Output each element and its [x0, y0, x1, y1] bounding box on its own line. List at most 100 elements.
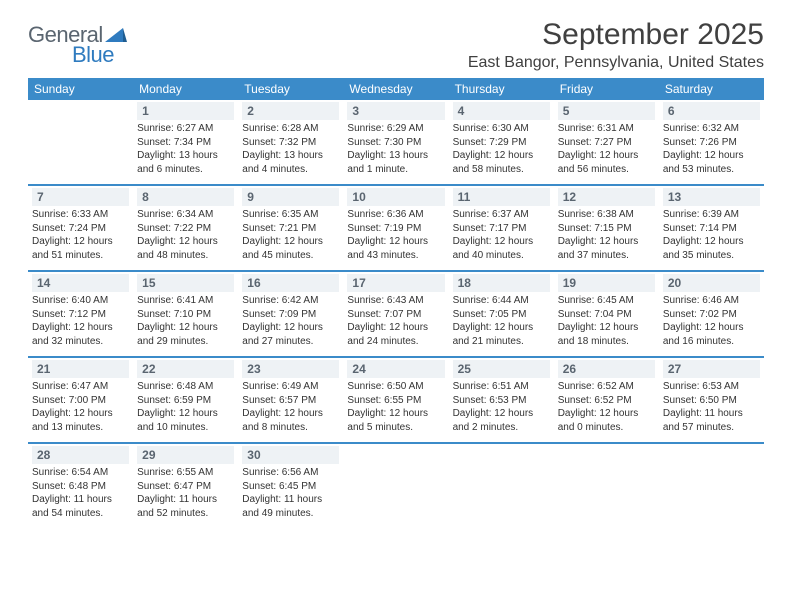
day-daylight1: Daylight: 11 hours	[32, 493, 129, 507]
day-daylight2: and 32 minutes.	[32, 335, 129, 349]
day-sunrise: Sunrise: 6:29 AM	[347, 122, 444, 136]
day-sunset: Sunset: 6:50 PM	[663, 394, 760, 408]
day-cell: 20Sunrise: 6:46 AMSunset: 7:02 PMDayligh…	[659, 271, 764, 357]
day-sunrise: Sunrise: 6:35 AM	[242, 208, 339, 222]
day-daylight2: and 40 minutes.	[453, 249, 550, 263]
day-cell	[28, 100, 133, 185]
day-sunset: Sunset: 7:17 PM	[453, 222, 550, 236]
day-number: 12	[558, 188, 655, 206]
day-sunset: Sunset: 6:57 PM	[242, 394, 339, 408]
day-number: 4	[453, 102, 550, 120]
logo-text-blue: Blue	[72, 42, 114, 68]
day-number: 7	[32, 188, 129, 206]
title-block: September 2025 East Bangor, Pennsylvania…	[468, 18, 764, 72]
day-sunset: Sunset: 7:26 PM	[663, 136, 760, 150]
day-number: 15	[137, 274, 234, 292]
location-text: East Bangor, Pennsylvania, United States	[468, 54, 764, 72]
day-sunset: Sunset: 7:24 PM	[32, 222, 129, 236]
day-sunrise: Sunrise: 6:54 AM	[32, 466, 129, 480]
day-daylight1: Daylight: 12 hours	[32, 407, 129, 421]
day-number: 19	[558, 274, 655, 292]
day-daylight2: and 51 minutes.	[32, 249, 129, 263]
day-daylight1: Daylight: 13 hours	[347, 149, 444, 163]
day-sunrise: Sunrise: 6:39 AM	[663, 208, 760, 222]
day-cell	[449, 443, 554, 528]
day-daylight1: Daylight: 12 hours	[347, 235, 444, 249]
day-number: 10	[347, 188, 444, 206]
day-cell	[659, 443, 764, 528]
day-number: 5	[558, 102, 655, 120]
day-number: 27	[663, 360, 760, 378]
day-daylight2: and 0 minutes.	[558, 421, 655, 435]
day-daylight1: Daylight: 12 hours	[453, 407, 550, 421]
day-number: 26	[558, 360, 655, 378]
day-sunrise: Sunrise: 6:32 AM	[663, 122, 760, 136]
day-cell: 7Sunrise: 6:33 AMSunset: 7:24 PMDaylight…	[28, 185, 133, 271]
day-daylight1: Daylight: 12 hours	[242, 407, 339, 421]
day-sunset: Sunset: 7:22 PM	[137, 222, 234, 236]
page-header: General Blue September 2025 East Bangor,…	[28, 18, 764, 72]
day-daylight2: and 6 minutes.	[137, 163, 234, 177]
day-cell: 4Sunrise: 6:30 AMSunset: 7:29 PMDaylight…	[449, 100, 554, 185]
day-sunrise: Sunrise: 6:46 AM	[663, 294, 760, 308]
day-number: 17	[347, 274, 444, 292]
day-number: 23	[242, 360, 339, 378]
day-daylight2: and 10 minutes.	[137, 421, 234, 435]
day-daylight1: Daylight: 12 hours	[558, 235, 655, 249]
day-daylight1: Daylight: 12 hours	[347, 321, 444, 335]
day-number: 30	[242, 446, 339, 464]
day-cell: 14Sunrise: 6:40 AMSunset: 7:12 PMDayligh…	[28, 271, 133, 357]
day-daylight2: and 48 minutes.	[137, 249, 234, 263]
day-daylight2: and 24 minutes.	[347, 335, 444, 349]
day-sunset: Sunset: 7:05 PM	[453, 308, 550, 322]
day-sunset: Sunset: 7:09 PM	[242, 308, 339, 322]
day-cell: 16Sunrise: 6:42 AMSunset: 7:09 PMDayligh…	[238, 271, 343, 357]
day-daylight1: Daylight: 11 hours	[663, 407, 760, 421]
day-cell: 28Sunrise: 6:54 AMSunset: 6:48 PMDayligh…	[28, 443, 133, 528]
day-daylight1: Daylight: 12 hours	[558, 407, 655, 421]
day-of-week-row: Sunday Monday Tuesday Wednesday Thursday…	[28, 78, 764, 100]
dow-tuesday: Tuesday	[238, 78, 343, 100]
day-cell: 9Sunrise: 6:35 AMSunset: 7:21 PMDaylight…	[238, 185, 343, 271]
day-cell: 1Sunrise: 6:27 AMSunset: 7:34 PMDaylight…	[133, 100, 238, 185]
day-cell: 12Sunrise: 6:38 AMSunset: 7:15 PMDayligh…	[554, 185, 659, 271]
day-sunrise: Sunrise: 6:37 AM	[453, 208, 550, 222]
day-number: 29	[137, 446, 234, 464]
day-daylight1: Daylight: 12 hours	[137, 235, 234, 249]
day-daylight1: Daylight: 12 hours	[453, 235, 550, 249]
day-sunset: Sunset: 7:34 PM	[137, 136, 234, 150]
day-cell	[343, 443, 448, 528]
day-cell: 24Sunrise: 6:50 AMSunset: 6:55 PMDayligh…	[343, 357, 448, 443]
day-cell: 26Sunrise: 6:52 AMSunset: 6:52 PMDayligh…	[554, 357, 659, 443]
dow-saturday: Saturday	[659, 78, 764, 100]
day-sunrise: Sunrise: 6:50 AM	[347, 380, 444, 394]
month-title: September 2025	[468, 18, 764, 52]
day-number: 18	[453, 274, 550, 292]
day-daylight2: and 8 minutes.	[242, 421, 339, 435]
day-number: 21	[32, 360, 129, 378]
day-sunrise: Sunrise: 6:53 AM	[663, 380, 760, 394]
day-daylight2: and 45 minutes.	[242, 249, 339, 263]
day-sunset: Sunset: 6:55 PM	[347, 394, 444, 408]
day-number: 13	[663, 188, 760, 206]
day-sunrise: Sunrise: 6:33 AM	[32, 208, 129, 222]
day-sunset: Sunset: 7:02 PM	[663, 308, 760, 322]
day-daylight2: and 5 minutes.	[347, 421, 444, 435]
day-daylight1: Daylight: 12 hours	[242, 235, 339, 249]
day-cell: 10Sunrise: 6:36 AMSunset: 7:19 PMDayligh…	[343, 185, 448, 271]
dow-monday: Monday	[133, 78, 238, 100]
day-sunset: Sunset: 6:45 PM	[242, 480, 339, 494]
week-row: 28Sunrise: 6:54 AMSunset: 6:48 PMDayligh…	[28, 443, 764, 528]
day-daylight1: Daylight: 12 hours	[137, 407, 234, 421]
day-cell	[554, 443, 659, 528]
day-daylight2: and 56 minutes.	[558, 163, 655, 177]
day-daylight1: Daylight: 12 hours	[663, 235, 760, 249]
day-daylight2: and 16 minutes.	[663, 335, 760, 349]
day-cell: 17Sunrise: 6:43 AMSunset: 7:07 PMDayligh…	[343, 271, 448, 357]
day-daylight2: and 37 minutes.	[558, 249, 655, 263]
dow-wednesday: Wednesday	[343, 78, 448, 100]
day-sunrise: Sunrise: 6:42 AM	[242, 294, 339, 308]
day-daylight1: Daylight: 12 hours	[663, 321, 760, 335]
day-cell: 6Sunrise: 6:32 AMSunset: 7:26 PMDaylight…	[659, 100, 764, 185]
day-cell: 11Sunrise: 6:37 AMSunset: 7:17 PMDayligh…	[449, 185, 554, 271]
